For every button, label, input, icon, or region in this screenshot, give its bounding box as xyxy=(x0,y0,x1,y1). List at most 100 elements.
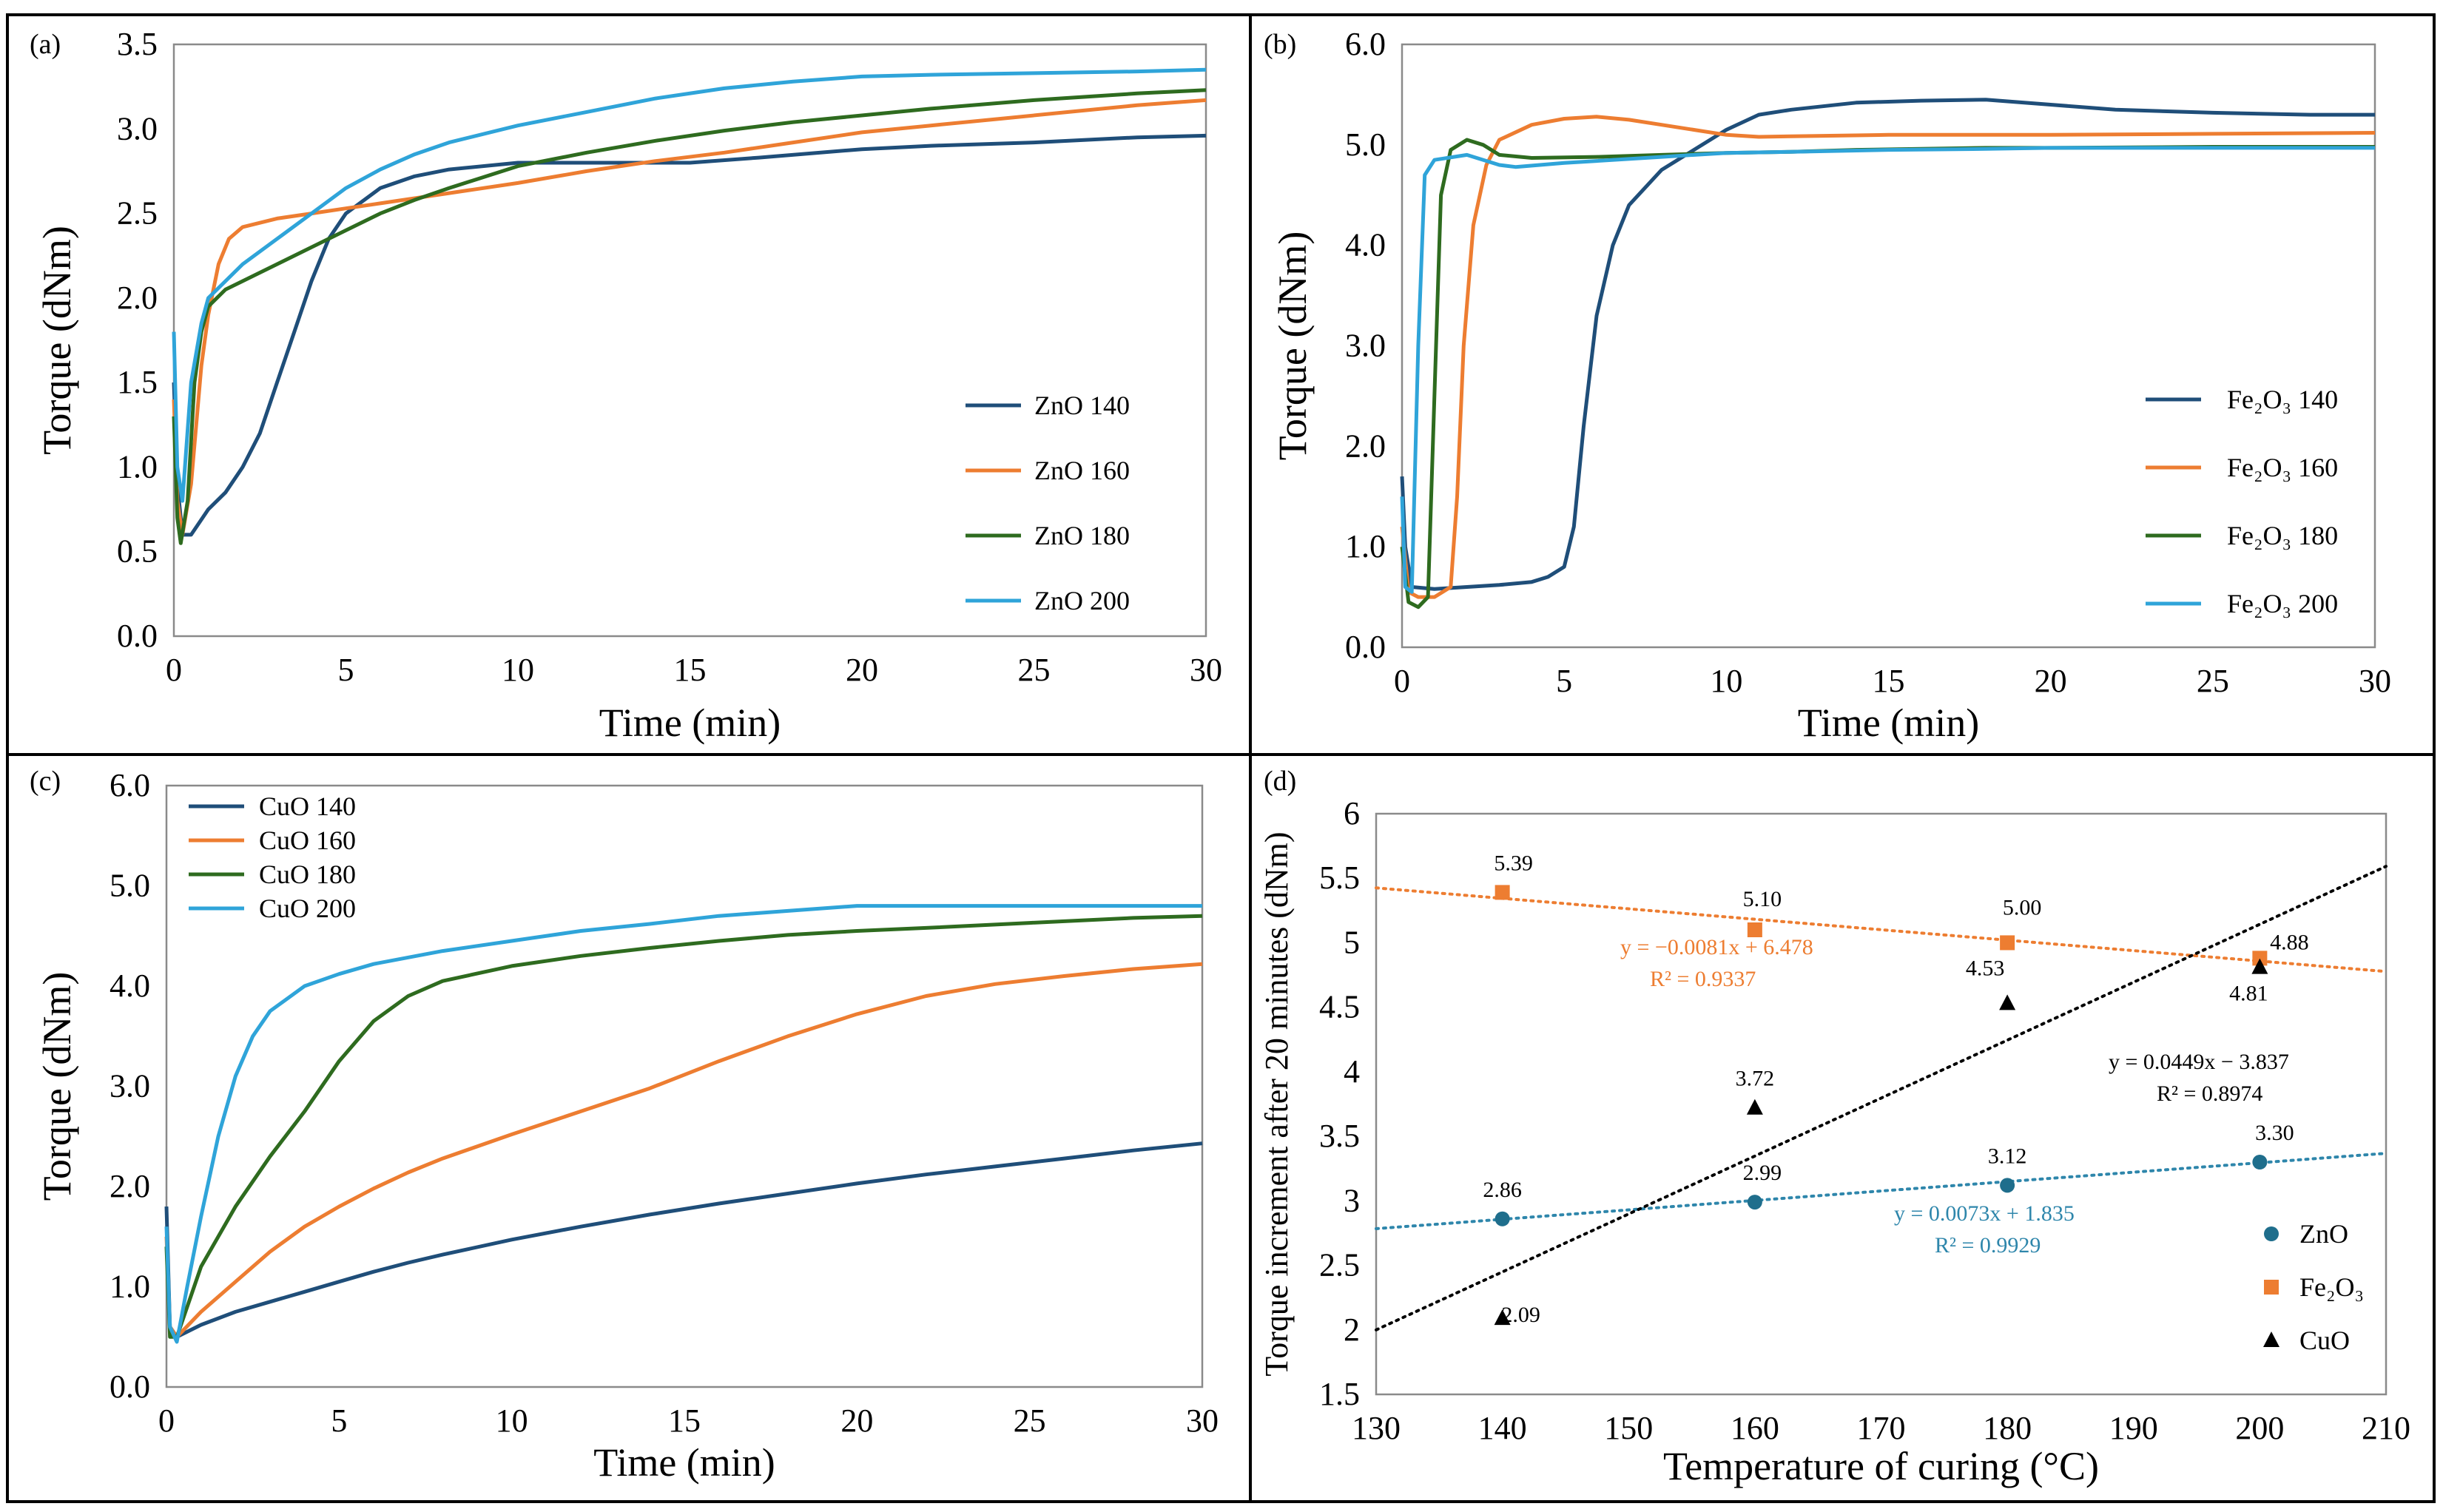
y-tick-label: 3.0 xyxy=(117,110,158,146)
y-tick-label: 2.5 xyxy=(1319,1247,1360,1283)
y-tick-label: 1.5 xyxy=(1319,1376,1360,1412)
y-tick-label: 5 xyxy=(1344,924,1360,960)
trend-r2: R² = 0.9929 xyxy=(1935,1233,2041,1258)
x-tick-label: 130 xyxy=(1352,1410,1401,1446)
x-tick-label: 190 xyxy=(2109,1410,2158,1446)
data-label: 2.99 xyxy=(1743,1161,1782,1185)
data-point xyxy=(1747,1195,1762,1210)
x-axis-label: Time (min) xyxy=(599,701,781,745)
series-line xyxy=(164,914,1203,1339)
trendline xyxy=(1375,865,2388,1332)
plot-area xyxy=(1375,812,2388,1396)
data-point xyxy=(2252,951,2268,966)
legend-label: Fe₂O₃ xyxy=(2299,1272,2364,1302)
y-tick-label: 5.5 xyxy=(1319,860,1360,896)
x-tick-label: 25 xyxy=(1014,1403,1046,1439)
trendline xyxy=(1375,886,2388,973)
y-tick-label: 2.5 xyxy=(117,195,158,232)
legend-label: Fe₂O₃ 160 xyxy=(2227,453,2338,482)
series-line xyxy=(164,1141,1203,1339)
y-tick-label: 2.0 xyxy=(109,1168,150,1204)
plot-area xyxy=(165,784,1204,1388)
y-tick-label: 3.0 xyxy=(1345,328,1386,364)
x-tick-label: 20 xyxy=(2035,663,2067,699)
x-axis-label: Time (min) xyxy=(1798,701,1980,745)
y-tick-label: 6.0 xyxy=(109,767,150,803)
y-tick-label: 4.5 xyxy=(1319,989,1360,1025)
chart-panel-d: (d) 130 140 150 160 170 180 190 200 210 1.5 2 2.5 3 3.… xyxy=(1258,766,2410,1488)
panel-d-frame xyxy=(1249,753,2436,1503)
x-tick-label: 0 xyxy=(158,1403,175,1439)
trend-equation: y = −0.0081x + 6.478 xyxy=(1620,935,1813,959)
y-tick-label: 6.0 xyxy=(1345,26,1386,62)
legend-label: CuO 180 xyxy=(259,860,356,889)
legend-label: ZnO 200 xyxy=(1034,586,1130,615)
legend-label: Fe₂O₃ 140 xyxy=(2227,385,2338,414)
y-tick-label: 4 xyxy=(1344,1053,1360,1090)
series-line xyxy=(1400,98,2375,591)
x-axis-label: Time (min) xyxy=(593,1440,775,1485)
trend-equation: y = 0.0073x + 1.835 xyxy=(1894,1201,2075,1226)
y-tick-label: 2.0 xyxy=(1345,428,1386,464)
legend-label: ZnO xyxy=(2299,1219,2348,1249)
x-tick-label: 5 xyxy=(338,652,354,688)
data-point xyxy=(1746,1098,1763,1115)
x-tick-label: 30 xyxy=(1190,652,1222,688)
chart-panel-a: (a) 0 5 10 15 20 25 30 0.0 0.5 1.0 1.5 2.0 2.5 3.0 3.5 T… xyxy=(30,26,1222,745)
y-axis-label: Torque (dNm) xyxy=(35,226,79,455)
legend-label: CuO 200 xyxy=(259,894,356,923)
legend-label: Fe₂O₃ 200 xyxy=(2227,589,2338,618)
x-tick-label: 180 xyxy=(1983,1410,2032,1446)
trend-r2: R² = 0.8974 xyxy=(2157,1081,2262,1106)
data-label: 5.00 xyxy=(2003,895,2042,919)
y-tick-label: 4.0 xyxy=(1345,227,1386,263)
y-tick-label: 3.5 xyxy=(117,26,158,62)
x-tick-label: 30 xyxy=(1186,1403,1219,1439)
panel-label: (b) xyxy=(1264,29,1296,60)
data-point xyxy=(2000,1178,2015,1193)
y-tick-label: 1.0 xyxy=(1345,528,1386,564)
data-point xyxy=(1495,1211,1510,1226)
chart-panel-c: (c) 0 5 10 15 20 25 30 0.0 1.0 2.0 3.0 4.0 5.0 6.0 Time… xyxy=(30,766,1219,1485)
y-tick-label: 0.0 xyxy=(109,1368,150,1405)
trend-r2: R² = 0.9337 xyxy=(1650,967,1756,991)
x-tick-label: 150 xyxy=(1604,1410,1653,1446)
x-tick-label: 5 xyxy=(331,1403,347,1439)
y-tick-label: 1.5 xyxy=(117,364,158,400)
data-point xyxy=(2000,935,2015,951)
x-tick-label: 160 xyxy=(1731,1410,1779,1446)
y-tick-label: 5.0 xyxy=(1345,126,1386,163)
x-tick-label: 15 xyxy=(668,1403,701,1439)
legend-marker xyxy=(2263,1332,2279,1347)
data-point xyxy=(1495,885,1510,900)
data-point xyxy=(2252,1155,2268,1170)
x-axis-label: Temperature of curing (°C) xyxy=(1663,1444,2099,1488)
data-label: 5.39 xyxy=(1494,851,1533,875)
legend-label: ZnO 160 xyxy=(1034,456,1130,485)
x-tick-label: 170 xyxy=(1857,1410,1906,1446)
series-line xyxy=(164,904,1202,1344)
y-tick-label: 6 xyxy=(1344,795,1360,831)
data-point xyxy=(1999,994,2016,1010)
x-tick-label: 20 xyxy=(846,652,878,688)
y-tick-label: 1.0 xyxy=(117,448,158,485)
data-label: 4.81 xyxy=(2229,982,2268,1006)
x-tick-label: 140 xyxy=(1478,1410,1527,1446)
series-line xyxy=(172,98,1207,537)
y-tick-label: 5.0 xyxy=(109,868,150,904)
x-tick-label: 20 xyxy=(840,1403,873,1439)
x-tick-label: 10 xyxy=(1710,663,1742,699)
y-tick-label: 0.0 xyxy=(117,618,158,654)
y-tick-label: 2 xyxy=(1344,1312,1360,1348)
y-tick-label: 4.0 xyxy=(109,968,150,1004)
panel-label: (c) xyxy=(30,766,61,797)
x-tick-label: 210 xyxy=(2362,1410,2410,1446)
data-label: 4.88 xyxy=(2270,930,2309,954)
y-axis-label: Torque (dNm) xyxy=(1270,232,1315,461)
legend-label: CuO xyxy=(2299,1326,2350,1355)
y-tick-label: 3.0 xyxy=(109,1068,150,1104)
x-tick-label: 0 xyxy=(1394,663,1410,699)
legend-label: Fe₂O₃ 180 xyxy=(2227,521,2338,550)
data-label: 4.53 xyxy=(1966,956,2005,980)
